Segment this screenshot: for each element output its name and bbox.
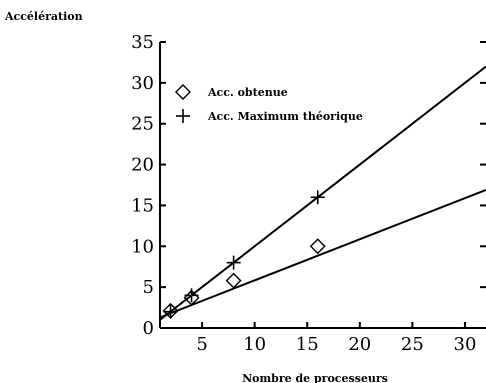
x-axis-label: Nombre de processeurs	[242, 372, 388, 383]
legend: Acc. obtenue Acc. Maximum théorique	[175, 84, 363, 123]
series-1-point-2	[226, 255, 241, 270]
y-tick-label-0: 0	[143, 318, 154, 339]
y-tick-label-5: 5	[143, 277, 154, 298]
legend-label-0: Acc. obtenue	[207, 86, 288, 99]
x-tick-label-30: 30	[454, 334, 477, 355]
legend-marker-1	[176, 109, 190, 123]
series-0-point-3	[309, 238, 326, 255]
y-tick-label-20: 20	[131, 155, 154, 176]
series-lines	[159, 65, 486, 321]
x-tick-label-5: 5	[196, 334, 207, 355]
x-tick-label-25: 25	[401, 334, 424, 355]
y-tick-label-15: 15	[131, 195, 154, 216]
series-0-point-2	[225, 272, 242, 289]
y-tick-label-35: 35	[131, 32, 154, 53]
legend-marker-0	[175, 84, 191, 100]
legend-label-1: Acc. Maximum théorique	[207, 110, 363, 123]
series-1-point-1	[184, 288, 199, 303]
axes	[159, 42, 486, 329]
y-axis-label: Accélération	[4, 10, 83, 23]
series-markers	[162, 190, 326, 319]
y-tick-label-30: 30	[131, 73, 154, 94]
x-tick-label-20: 20	[348, 334, 371, 355]
series-0-line	[159, 188, 486, 319]
series-1-line	[159, 65, 486, 321]
series-1-point-3	[310, 190, 325, 205]
x-tick-label-10: 10	[243, 334, 266, 355]
x-tick-label-15: 15	[296, 334, 319, 355]
ticks: 0 5 10 15 20 25 30 35 5 10 15 20 25 30	[131, 32, 486, 355]
y-tick-label-10: 10	[131, 236, 154, 257]
y-tick-label-25: 25	[131, 114, 154, 135]
series-1-point-0	[163, 304, 178, 319]
